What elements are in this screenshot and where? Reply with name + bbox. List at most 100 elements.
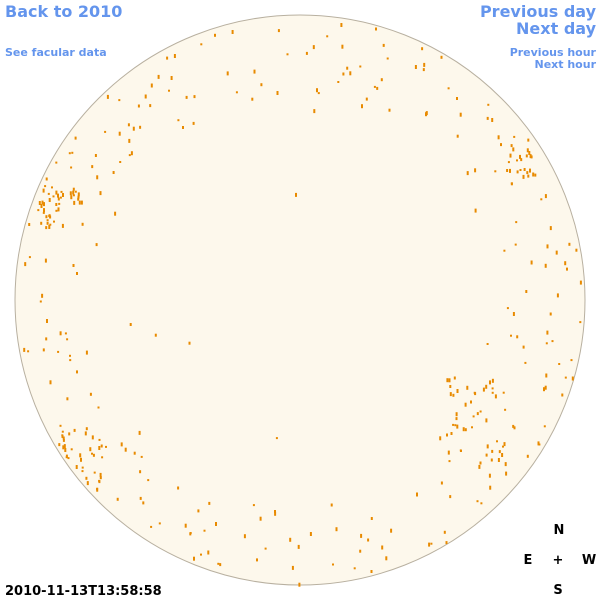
facula-dot: [500, 143, 502, 147]
facula-dot: [449, 495, 452, 499]
facula-dot: [561, 393, 564, 397]
facula-dot: [474, 392, 477, 396]
facula-dot: [449, 392, 452, 397]
facula-dot: [455, 417, 458, 421]
facula-dot: [512, 312, 515, 316]
facula-dot: [289, 537, 292, 542]
facula-dot: [144, 94, 147, 99]
facula-dot: [516, 159, 518, 162]
facula-dot: [491, 387, 494, 390]
facula-dot: [309, 532, 312, 536]
facula-dot: [55, 161, 58, 164]
facula-dot: [332, 563, 334, 566]
facula-dot: [150, 525, 153, 528]
facula-dot: [471, 426, 473, 429]
facula-dot: [200, 553, 202, 556]
facula-dot: [40, 221, 43, 225]
facula-dot: [447, 450, 450, 455]
facular-data-link[interactable]: See facular data: [5, 46, 107, 59]
facula-dot: [61, 223, 64, 228]
facula-dot: [197, 509, 200, 513]
facula-dot: [46, 219, 49, 222]
facula-dot: [491, 378, 494, 383]
next-day-link[interactable]: Next day: [516, 19, 597, 38]
facula-dot: [64, 332, 67, 335]
facula-dot: [235, 91, 238, 94]
next-hour-link[interactable]: Next hour: [535, 58, 597, 71]
facula-dot: [231, 30, 234, 34]
facula-dot: [104, 130, 107, 133]
facula-dot: [68, 432, 71, 436]
facula-dot: [579, 280, 582, 285]
facula-dot: [456, 424, 459, 429]
facula-dot: [305, 51, 308, 55]
facula-dot: [69, 354, 71, 357]
facula-dot: [77, 195, 80, 199]
facula-dot: [91, 165, 94, 169]
back-link[interactable]: Back to 2010: [5, 2, 122, 21]
facula-dot: [78, 200, 81, 205]
facula-dot: [494, 394, 497, 399]
facula-dot: [79, 453, 82, 458]
facula-dot: [275, 437, 278, 440]
facula-dot: [93, 471, 96, 474]
facula-dot: [474, 168, 477, 173]
facula-dot: [549, 226, 552, 231]
facula-dot: [168, 89, 170, 92]
previous-hour-link[interactable]: Previous hour: [510, 46, 597, 59]
facula-dot: [99, 476, 102, 480]
facula-dot: [546, 330, 549, 335]
facula-dot: [133, 451, 136, 455]
facula-dot: [480, 502, 483, 505]
facula-dot: [459, 449, 462, 452]
facula-dot: [207, 550, 210, 555]
facula-dot: [81, 222, 84, 226]
facula-dot: [540, 198, 543, 201]
facula-dot: [76, 370, 78, 374]
facula-dot: [504, 462, 507, 467]
facula-dot: [274, 511, 277, 516]
facula-dot: [37, 209, 40, 212]
timestamp: 2010-11-13T13:58:58: [5, 584, 162, 599]
facula-dot: [89, 392, 92, 396]
facula-dot: [253, 69, 256, 74]
facula-dot: [507, 161, 510, 164]
facula-dot: [73, 428, 76, 432]
facula-dot: [523, 168, 526, 171]
facula-dot: [476, 500, 479, 503]
facula-dot: [515, 221, 518, 224]
facula-dot: [551, 340, 554, 343]
previous-day-link[interactable]: Previous day: [480, 2, 597, 21]
facula-dot: [45, 226, 48, 230]
facula-dot: [491, 118, 494, 122]
facula-dot: [260, 83, 263, 87]
facula-dot: [421, 47, 424, 51]
facula-dot: [140, 455, 143, 458]
facula-dot: [317, 92, 320, 95]
facula-dot: [349, 71, 352, 76]
facula-dot: [526, 148, 529, 153]
facula-dot: [439, 436, 442, 441]
facula-dot: [124, 447, 127, 452]
facula-dot: [65, 454, 68, 458]
facula-dot: [575, 248, 578, 252]
facula-dot: [450, 432, 453, 435]
facula-dot: [519, 169, 522, 171]
facula-dot: [346, 66, 349, 70]
facula-dot: [487, 103, 490, 106]
facula-dot: [502, 391, 505, 394]
facula-dot: [312, 45, 315, 50]
facula-dot: [48, 225, 51, 229]
facula-dot: [61, 435, 64, 438]
facula-dot: [137, 104, 140, 108]
facula-dot: [48, 214, 51, 217]
facula-dot: [359, 549, 362, 553]
facula-dot: [62, 193, 64, 197]
facula-dot: [45, 177, 48, 181]
facula-dot: [70, 448, 73, 451]
facula-dot: [543, 425, 546, 428]
facula-dot: [100, 444, 103, 448]
facula-dot: [47, 192, 50, 195]
facula-dot: [57, 207, 60, 212]
facula-dot: [118, 99, 121, 102]
